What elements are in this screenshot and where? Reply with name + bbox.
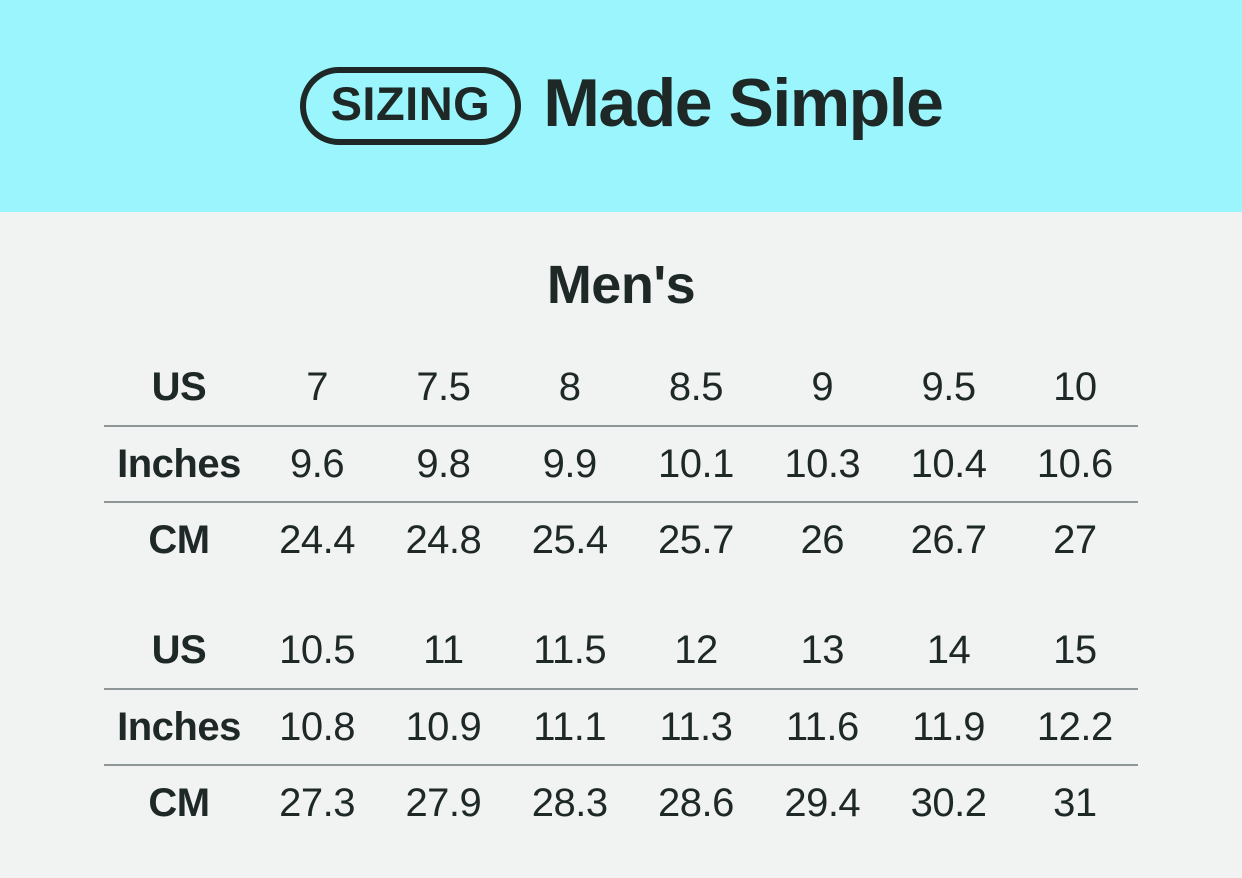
size-cell: 10.4 <box>885 426 1012 503</box>
size-row: Inches 10.8 10.9 11.1 11.3 11.6 11.9 12.2 <box>104 689 1138 766</box>
size-cell: 28.3 <box>531 781 608 825</box>
size-cell: 7 <box>253 350 381 427</box>
mens-size-table-2: US 10.5 11 11.5 12 13 14 15 Inches 10.8 10.9 11.1 11… <box>104 613 1138 841</box>
size-cell: 30.2 <box>910 781 987 825</box>
size-cell: 31 <box>1053 781 1097 825</box>
size-cell: 14 <box>885 613 1012 690</box>
size-cell: 9.6 <box>253 426 381 503</box>
mens-size-table-1: US 7 7.5 8 8.5 9 9.5 10 Inches 9.6 9.8 9.9 10.1 10.3 1… <box>104 350 1138 578</box>
size-cell: 10.5 <box>253 613 381 690</box>
size-cell: 26.7 <box>910 518 987 562</box>
size-cell: 24.8 <box>405 518 482 562</box>
size-cell: 11.3 <box>632 689 760 766</box>
size-cell: 24.4 <box>279 518 355 562</box>
size-row-label: Inches <box>104 689 254 766</box>
size-cell: 25.7 <box>658 518 734 562</box>
size-cell: 10.1 <box>632 426 760 503</box>
size-cell: 28.6 <box>658 781 734 825</box>
size-cell: 9.8 <box>380 426 507 503</box>
size-cell: 12.2 <box>1011 689 1138 766</box>
size-cell: 10.8 <box>253 689 381 766</box>
size-cell: 27.3 <box>279 781 355 825</box>
size-cell: 11 <box>380 613 507 690</box>
size-cell: 27 <box>1053 518 1097 562</box>
header-banner: SIZING Made Simple <box>0 0 1242 212</box>
size-tables-container: US 7 7.5 8 8.5 9 9.5 10 Inches 9.6 9.8 9.9 10.1 10.3 1… <box>0 350 1242 841</box>
banner-title: Made Simple <box>543 65 944 141</box>
size-cell: 11.5 <box>506 613 633 690</box>
size-cell: 9.5 <box>885 350 1012 427</box>
size-row-label: CM <box>148 781 210 825</box>
size-cell: 13 <box>759 613 886 690</box>
size-cell: 8 <box>506 350 633 427</box>
size-cell: 7.5 <box>380 350 507 427</box>
size-cell: 9.9 <box>506 426 633 503</box>
section-title-mens: Men's <box>546 255 696 315</box>
size-cell: 25.4 <box>531 518 608 562</box>
size-row-label: CM <box>148 518 210 562</box>
size-row: Inches 9.6 9.8 9.9 10.1 10.3 10.4 10.6 <box>104 426 1138 503</box>
size-cell: 27.9 <box>405 781 482 825</box>
size-row-label: US <box>104 613 254 690</box>
size-row: US 10.5 11 11.5 12 13 14 15 <box>104 613 1138 690</box>
size-cell: 8.5 <box>632 350 760 427</box>
size-row: CM 27.3 27.9 28.3 28.6 29.4 30.2 31 <box>104 765 1138 841</box>
size-cell: 10.6 <box>1011 426 1138 503</box>
size-row: US 7 7.5 8 8.5 9 9.5 10 <box>104 350 1138 427</box>
size-row-label: US <box>104 350 254 427</box>
size-cell: 11.1 <box>506 689 633 766</box>
size-row: CM 24.4 24.8 25.4 25.7 26 26.7 27 <box>104 502 1138 578</box>
size-cell: 9 <box>759 350 886 427</box>
size-cell: 11.9 <box>885 689 1012 766</box>
size-cell: 29.4 <box>784 781 861 825</box>
size-cell: 11.6 <box>759 689 886 766</box>
size-cell: 26 <box>800 518 845 562</box>
size-cell: 10 <box>1011 350 1138 427</box>
size-cell: 15 <box>1011 613 1138 690</box>
size-cell: 10.3 <box>759 426 886 503</box>
size-row-label: Inches <box>104 426 254 503</box>
size-cell: 12 <box>632 613 760 690</box>
sizing-badge: SIZING <box>299 67 522 145</box>
size-cell: 10.9 <box>380 689 507 766</box>
